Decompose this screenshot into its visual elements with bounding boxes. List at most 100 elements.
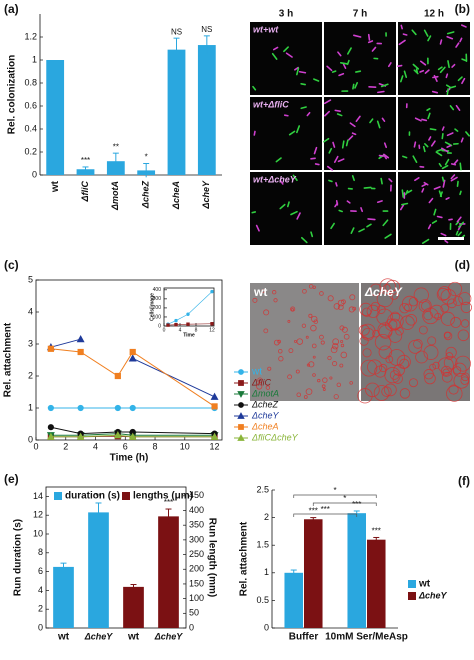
cell	[369, 118, 374, 124]
cell	[426, 107, 431, 112]
cell	[278, 348, 283, 354]
series-line	[167, 323, 213, 326]
cell	[360, 323, 376, 339]
cell	[373, 385, 390, 401]
cell	[336, 113, 343, 117]
marker	[114, 404, 121, 412]
cell	[440, 365, 452, 377]
cell	[396, 354, 411, 369]
x-tick-label: 2	[63, 441, 68, 451]
cell	[441, 126, 445, 131]
marker	[211, 403, 218, 410]
cell	[388, 349, 406, 366]
cell	[311, 315, 318, 323]
cell	[337, 304, 344, 311]
cell	[392, 373, 403, 384]
cell	[285, 52, 293, 58]
cell	[424, 143, 429, 148]
cell	[421, 188, 425, 193]
micrograph	[398, 22, 470, 95]
cell	[429, 304, 444, 319]
y-tick-label: 1.5	[256, 540, 269, 550]
cell	[383, 153, 390, 159]
cell	[322, 388, 326, 391]
bracket	[293, 494, 377, 498]
y-tick-label: 0	[28, 434, 33, 444]
cell	[252, 297, 258, 303]
cell	[402, 33, 408, 36]
marker	[47, 345, 54, 352]
cell	[427, 224, 432, 230]
bracket	[293, 513, 358, 517]
cell	[366, 304, 380, 318]
x-tick-label: wt	[127, 632, 140, 643]
significance-label: *	[145, 153, 148, 162]
cell	[401, 295, 418, 312]
cell	[429, 128, 437, 131]
cell	[437, 66, 443, 71]
cell	[415, 350, 429, 364]
cell	[251, 211, 257, 214]
image-label: wt	[253, 285, 267, 299]
cell	[428, 197, 434, 204]
cell	[401, 189, 405, 198]
cell	[339, 62, 348, 65]
y-tick-label: 10	[33, 528, 43, 538]
cell	[312, 373, 316, 377]
cell	[341, 140, 345, 149]
cell	[405, 314, 418, 326]
cell	[290, 306, 296, 312]
cell	[460, 24, 467, 28]
cell	[450, 174, 456, 180]
cell	[460, 301, 472, 314]
cell	[312, 285, 316, 289]
bracket-label: *	[343, 494, 346, 503]
bar	[197, 45, 216, 175]
y-tick-label: 12	[33, 510, 43, 520]
cell	[414, 176, 420, 182]
cell	[427, 336, 437, 346]
cell	[460, 376, 470, 385]
x-tick-label: ΔmotA	[110, 181, 120, 211]
row-label: wt+ΔcheY	[253, 174, 297, 184]
cell	[332, 343, 339, 350]
x-tick-label: 0	[163, 327, 166, 333]
plot-frame	[45, 486, 187, 629]
cell	[306, 363, 311, 367]
cell	[253, 130, 256, 136]
cell	[452, 362, 467, 377]
marker	[166, 323, 170, 327]
cell	[351, 132, 357, 136]
legend-label: wt	[251, 367, 262, 378]
y-tick-label: 400	[153, 287, 162, 293]
cell	[400, 315, 415, 330]
panel-label: (a)	[4, 2, 19, 16]
cell	[341, 299, 346, 305]
cell	[348, 135, 354, 141]
cell	[306, 111, 311, 117]
cell	[326, 165, 334, 171]
bracket-label: ***	[321, 505, 330, 514]
cell	[456, 180, 459, 187]
cell	[441, 164, 449, 170]
cell	[445, 84, 451, 88]
cell	[422, 145, 426, 153]
cell	[349, 294, 356, 301]
marker	[210, 432, 219, 440]
cell	[402, 155, 408, 159]
y-axis-label: Rel. attachment	[239, 521, 250, 596]
cell	[343, 333, 350, 340]
cell	[455, 230, 459, 236]
cell	[335, 182, 338, 187]
legend-swatch	[122, 492, 130, 500]
cell	[313, 78, 320, 82]
panel-label: (c)	[4, 258, 19, 272]
cell	[257, 377, 263, 383]
row-label: wt+wt	[253, 24, 279, 34]
micrograph	[324, 172, 396, 245]
cell	[452, 295, 464, 307]
marker	[114, 372, 121, 380]
cell	[378, 345, 393, 359]
cell	[333, 394, 339, 400]
cell	[340, 343, 345, 348]
